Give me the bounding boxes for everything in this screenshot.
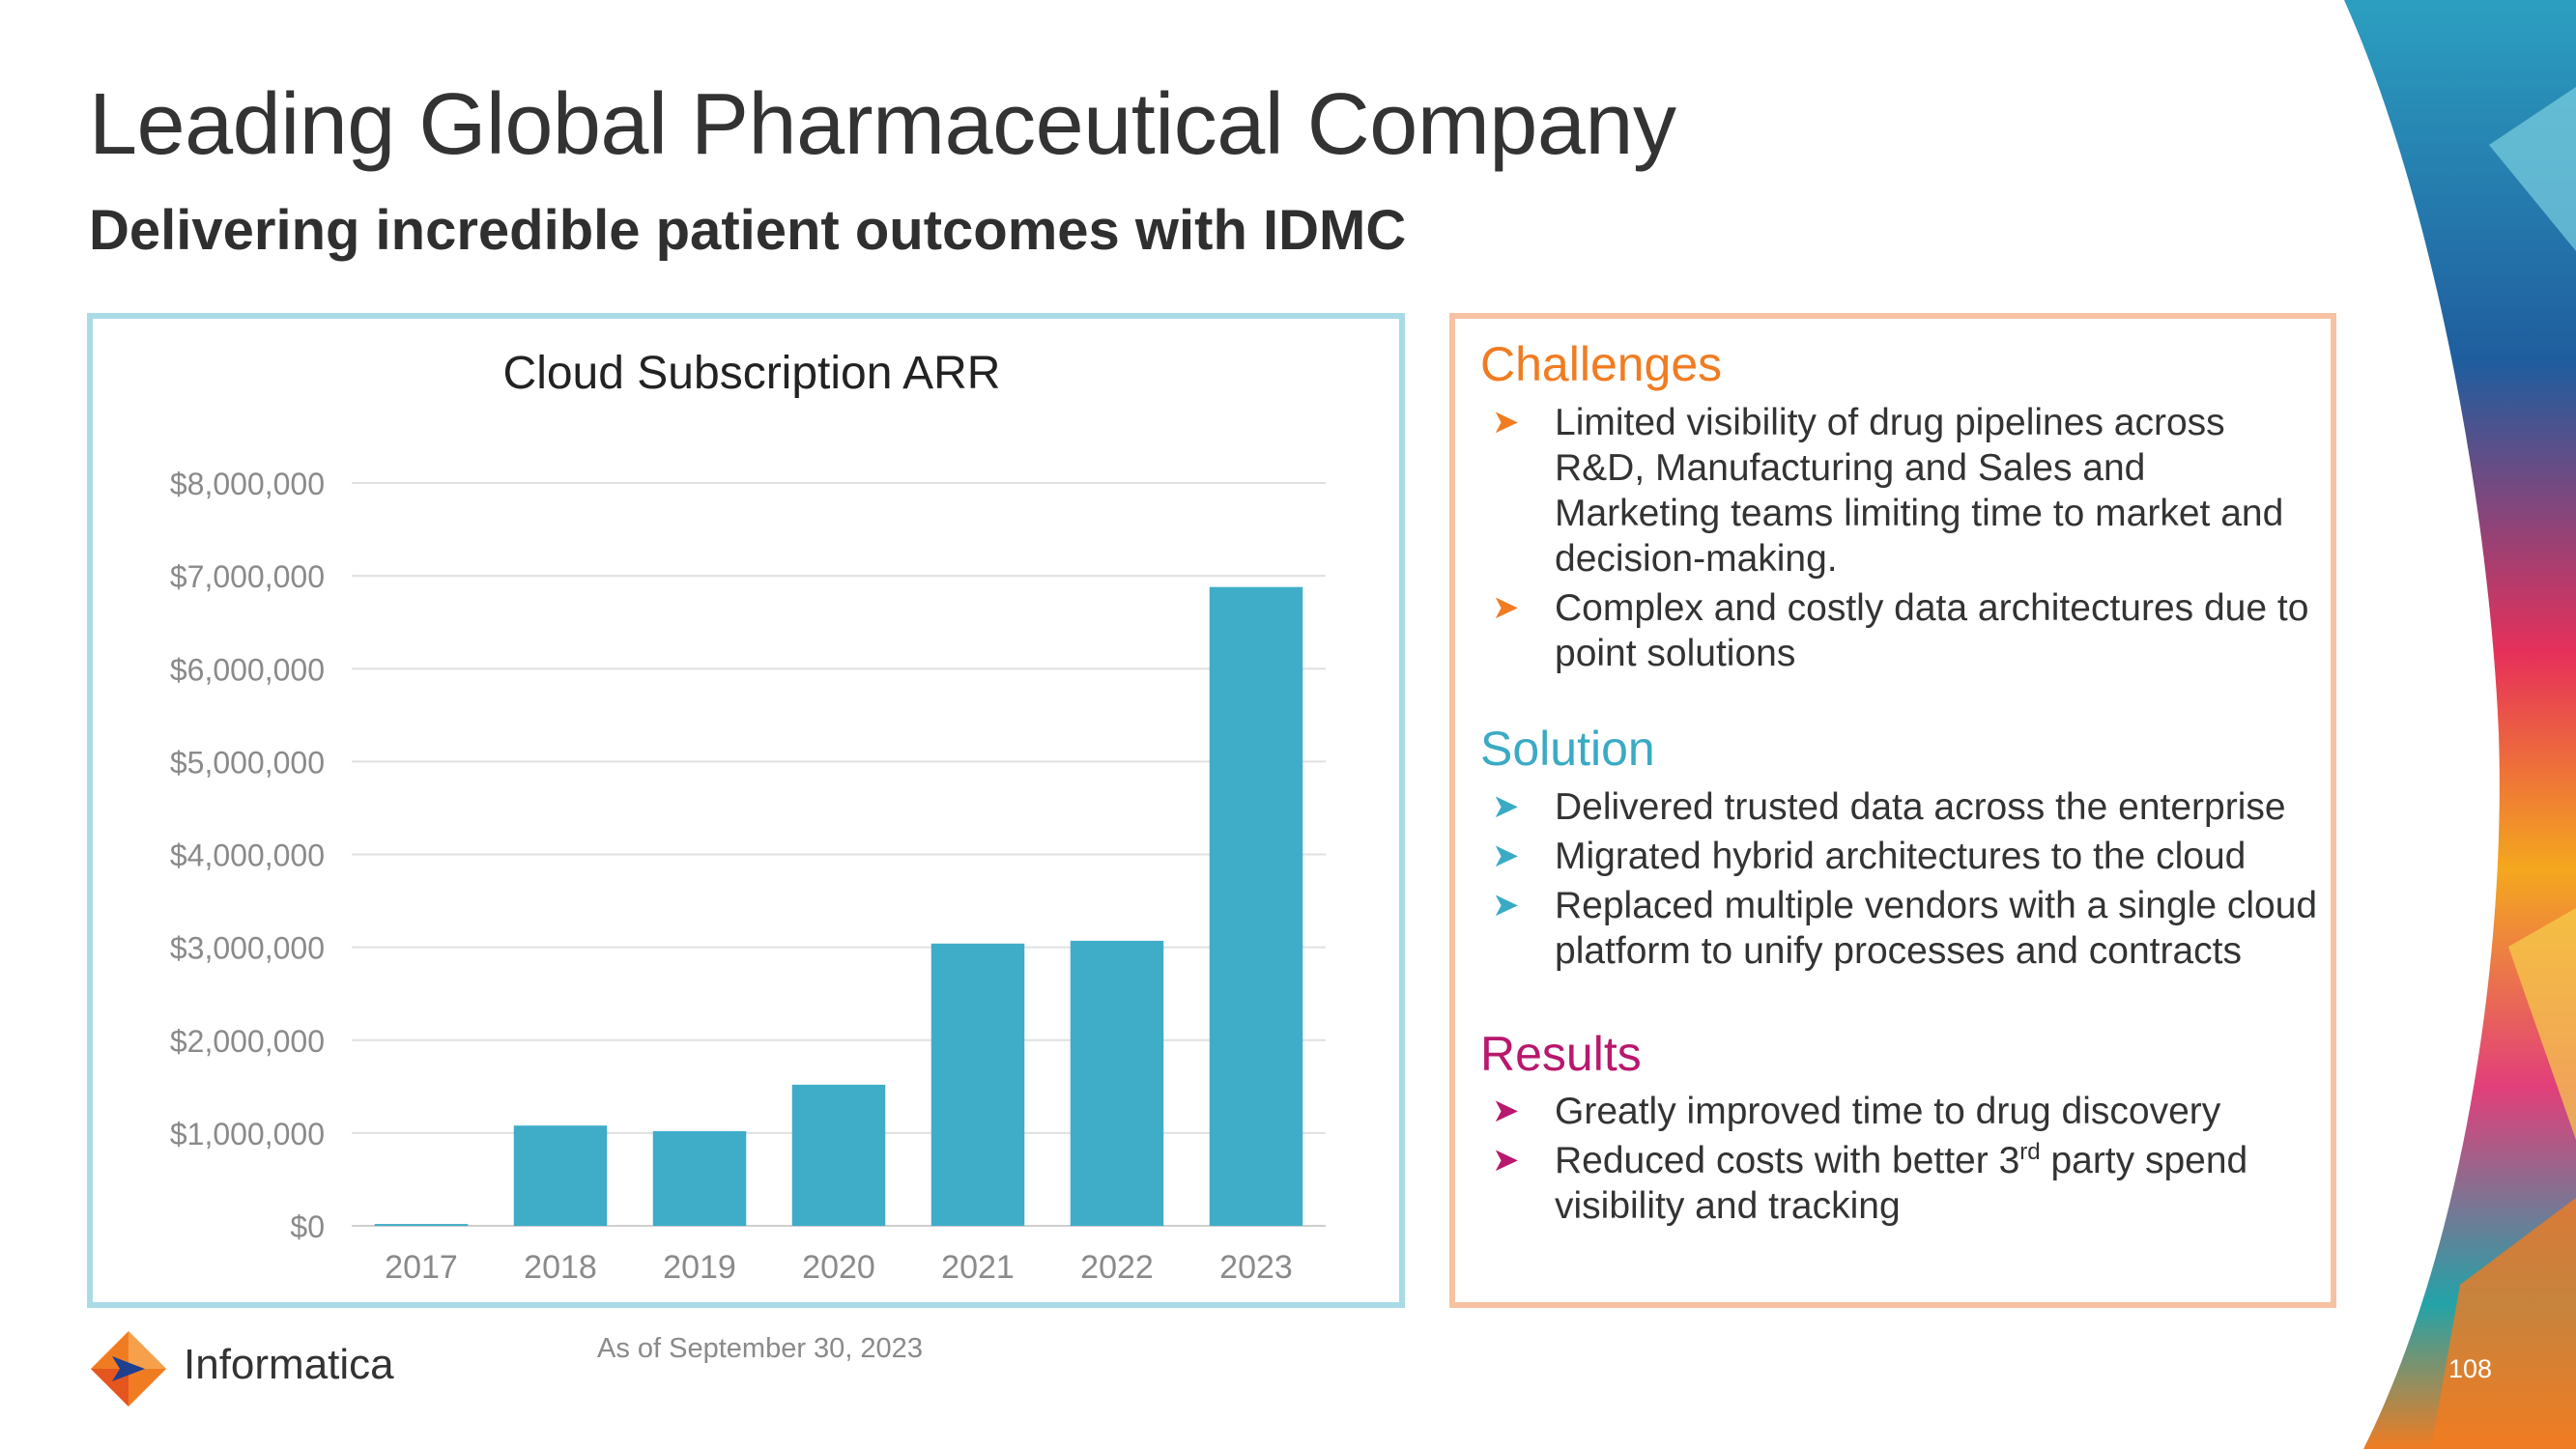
list-item: ➤ Limited visibility of drug pipelines ac… — [1492, 402, 2284, 580]
arrow-bullet-icon: ➤ — [1492, 887, 1520, 923]
y-tick-label: $0 — [290, 1209, 325, 1244]
solution-list: ➤ Delivered trusted data across the enter… — [1480, 784, 2321, 978]
brand-name: Informatica — [184, 1341, 394, 1388]
y-tick-label: $2,000,000 — [170, 1024, 325, 1059]
bar-2019 — [652, 1130, 747, 1226]
footnote: As of September 30, 2023 — [597, 1333, 923, 1364]
x-tick-label: 2017 — [385, 1249, 458, 1286]
arrow-bullet-icon: ➤ — [1492, 404, 1520, 440]
list-item: ➤ Migrated hybrid architectures to the cl… — [1492, 836, 2247, 877]
y-tick-label: $3,000,000 — [170, 931, 325, 966]
page-number: 108 — [2448, 1354, 2493, 1383]
bar-2018 — [513, 1125, 608, 1226]
chart-title: Cloud Subscription ARR — [503, 348, 1001, 399]
y-tick-label: $7,000,000 — [170, 559, 325, 594]
arrow-bullet-icon: ➤ — [1492, 838, 1520, 874]
bar-2022 — [1070, 940, 1164, 1226]
x-tick-label: 2023 — [1219, 1249, 1293, 1286]
arr-bar-chart: Cloud Subscription ARR $0 $1,000,000 $2,00… — [170, 348, 1326, 1286]
y-tick-label: $6,000,000 — [170, 652, 325, 687]
bar-2020 — [791, 1084, 886, 1226]
decorative-stripes-graphic — [2344, 0, 2576, 1449]
slide-title: Leading Global Pharmaceutical Company — [89, 76, 1676, 173]
list-item: ➤ Complex and costly data architectures d… — [1492, 587, 2309, 674]
arrow-bullet-icon: ➤ — [1492, 589, 1520, 626]
list-item: ➤ Reduced costs with better 3rd party spe… — [1492, 1139, 2248, 1227]
bar-2021 — [930, 943, 1025, 1226]
informatica-logo-icon — [91, 1331, 166, 1406]
list-item: ➤ Replaced multiple vendors with a single… — [1492, 885, 2318, 972]
list-item: ➤ Delivered trusted data across the enter… — [1492, 786, 2286, 828]
list-item: ➤ Greatly improved time to drug discovery — [1492, 1091, 2221, 1132]
results-list: ➤ Greatly improved time to drug discovery… — [1480, 1089, 2321, 1233]
y-tick-label: $1,000,000 — [170, 1117, 325, 1151]
x-tick-label: 2020 — [802, 1249, 875, 1286]
x-tick-label: 2021 — [941, 1249, 1015, 1286]
solution-heading: Solution — [1480, 722, 1655, 776]
x-tick-label: 2018 — [524, 1249, 597, 1286]
bar-2023 — [1209, 586, 1303, 1226]
chart-panel: Cloud Subscription ARR $0 $1,000,000 $2,00… — [87, 313, 1405, 1308]
slide-subtitle: Delivering incredible patient outcomes w… — [89, 199, 1407, 262]
y-tick-label: $8,000,000 — [170, 467, 325, 501]
challenges-heading: Challenges — [1480, 337, 1723, 391]
y-tick-label: $5,000,000 — [170, 745, 325, 780]
x-tick-label: 2019 — [663, 1249, 736, 1286]
y-tick-label: $4,000,000 — [170, 838, 325, 873]
challenges-list: ➤ Limited visibility of drug pipelines ac… — [1480, 400, 2321, 680]
arrow-bullet-icon: ➤ — [1492, 1142, 1520, 1179]
arrow-bullet-icon: ➤ — [1492, 1093, 1520, 1129]
bar-2017 — [374, 1224, 469, 1226]
x-tick-label: 2022 — [1080, 1249, 1154, 1286]
results-heading: Results — [1480, 1027, 1642, 1081]
arrow-bullet-icon: ➤ — [1492, 788, 1520, 825]
details-panel: Challenges ➤ Limited visibility of drug p… — [1449, 313, 2336, 1308]
